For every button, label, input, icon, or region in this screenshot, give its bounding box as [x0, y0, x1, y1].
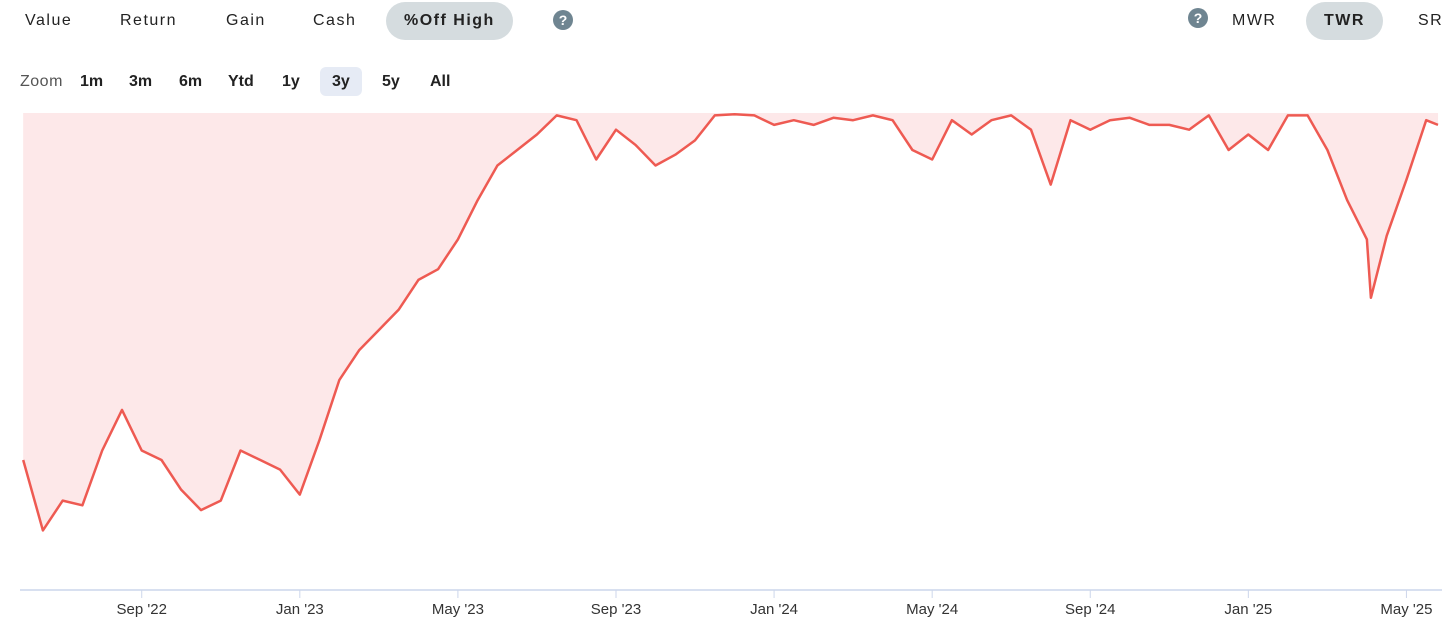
area: [23, 113, 1439, 531]
tab[interactable]: %Off High: [386, 2, 513, 40]
zoom-button[interactable]: 1m: [80, 73, 104, 90]
tab[interactable]: Return: [120, 12, 178, 29]
tab[interactable]: Value: [25, 12, 73, 29]
x-tick-label: Sep '24: [1065, 601, 1115, 618]
zoom-button[interactable]: 1y: [282, 73, 300, 90]
x-tick-label: May '24: [906, 601, 958, 618]
zoom-button[interactable]: 5y: [382, 73, 400, 90]
x-tick-label: May '23: [432, 601, 484, 618]
line: [21, 112, 1439, 532]
mode-button[interactable]: SR: [1418, 12, 1444, 29]
zoom-button[interactable]: Ytd: [228, 73, 254, 90]
help-icon[interactable]: ?: [553, 10, 573, 30]
x-tick-label: Sep '22: [117, 601, 167, 618]
tab[interactable]: Cash: [313, 12, 357, 29]
help-icon[interactable]: ?: [1188, 8, 1208, 28]
x-tick-label: Jan '23: [276, 601, 324, 618]
tab[interactable]: Gain: [226, 12, 266, 29]
zoom-button[interactable]: 3y: [320, 67, 362, 96]
x-tick-label: Sep '23: [591, 601, 641, 618]
mode-button[interactable]: MWR: [1232, 12, 1277, 29]
mode-button[interactable]: TWR: [1306, 2, 1383, 40]
x-tick-label: Jan '25: [1224, 601, 1272, 618]
x-tick-label: Jan '24: [750, 601, 798, 618]
zoom-label: Zoom: [20, 73, 63, 90]
x-tick-label: May '25: [1380, 601, 1432, 618]
zoom-button[interactable]: 3m: [129, 73, 153, 90]
zoom-button[interactable]: 6m: [179, 73, 203, 90]
zoom-button[interactable]: All: [430, 73, 451, 90]
